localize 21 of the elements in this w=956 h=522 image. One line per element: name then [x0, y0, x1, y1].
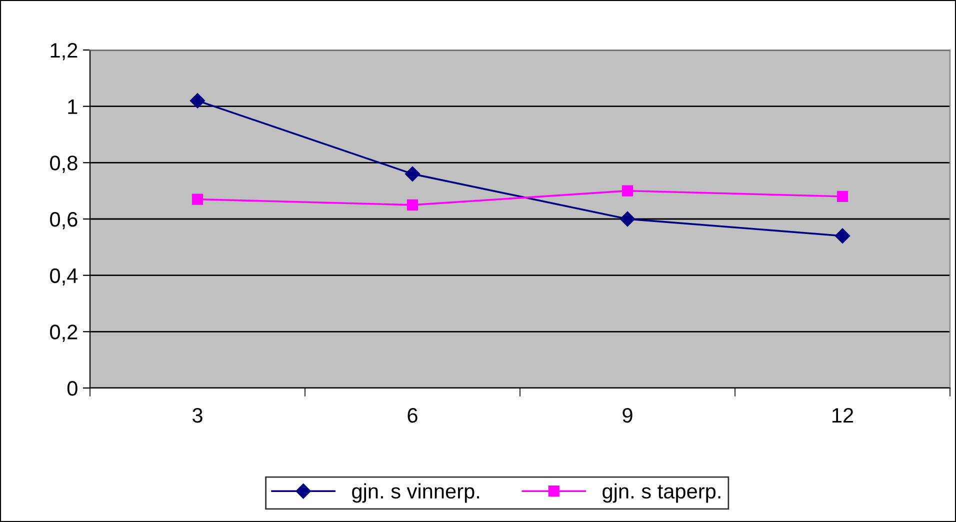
y-tick-label: 0,6: [50, 212, 78, 230]
legend-label: gjn. s vinnerp.: [352, 483, 480, 503]
x-tick-label: 9: [622, 408, 632, 423]
point: [834, 228, 850, 244]
point: [836, 190, 848, 202]
y-tick-label: 1: [68, 100, 78, 114]
y-tick-label: 1,2: [50, 43, 78, 60]
point: [192, 194, 204, 205]
x-tick-label: 3: [192, 408, 202, 423]
point: [622, 185, 634, 196]
point: [406, 199, 418, 210]
x-tick-label: 12: [832, 408, 854, 423]
y-tick-label: 0: [67, 381, 78, 396]
y-tick-label: 0,4: [50, 268, 78, 286]
y-tick-label: 0,8: [50, 156, 78, 173]
point: [620, 211, 636, 227]
x-tick-label: 6: [408, 408, 418, 423]
point: [190, 93, 206, 108]
point: [404, 166, 420, 182]
y-tick-label: 0,2: [50, 324, 78, 342]
legend-label: gjn. s taperp.: [602, 483, 720, 503]
